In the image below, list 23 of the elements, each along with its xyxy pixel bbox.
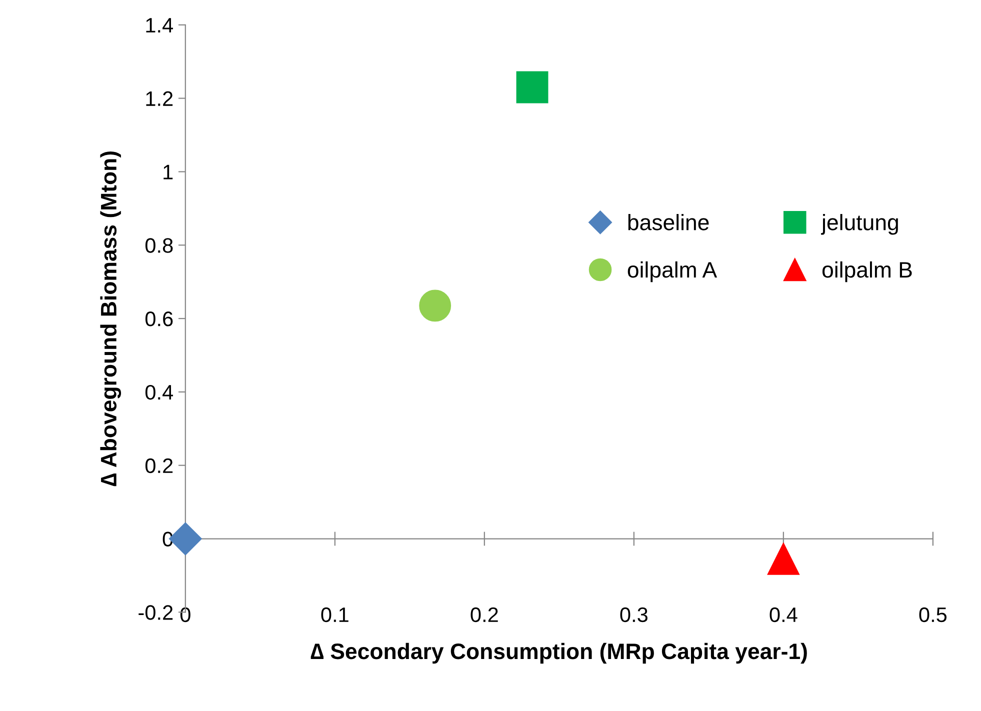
- y-tick-label: -0.2: [138, 605, 173, 620]
- x-tick-label: 0.1: [321, 607, 348, 622]
- y-tick-label: 1.4: [146, 18, 173, 32]
- x-tick-label: 0: [180, 607, 190, 622]
- y-tick-label: 0.6: [145, 312, 173, 326]
- legend-label: oilpalm A: [628, 261, 718, 282]
- y-tick-label: 1.2: [146, 91, 173, 106]
- x-tick-label: 0.4: [770, 607, 798, 622]
- y-tick-label: 0.4: [145, 384, 173, 400]
- y-tick-label: 1: [164, 164, 173, 180]
- x-tick-label: 0.5: [919, 607, 947, 622]
- y-tick-label: 0.2: [145, 458, 173, 474]
- point: [516, 71, 548, 104]
- x-axis-title: ∆ Secondary Consumption (MRp Capita year-1): [310, 642, 807, 664]
- point: [419, 290, 452, 322]
- legend-label: baseline: [628, 214, 709, 230]
- y-tick-label: 0.8: [145, 238, 173, 253]
- legend-label: oilpalm B: [822, 261, 912, 282]
- y-axis-title: ∆ Aboveground Biomass (Mton): [100, 152, 122, 486]
- x-tick-label: 0.3: [620, 607, 648, 622]
- x-tick-label: 0.2: [470, 607, 498, 622]
- legend-label: jelutung: [820, 214, 898, 235]
- point: [767, 542, 800, 575]
